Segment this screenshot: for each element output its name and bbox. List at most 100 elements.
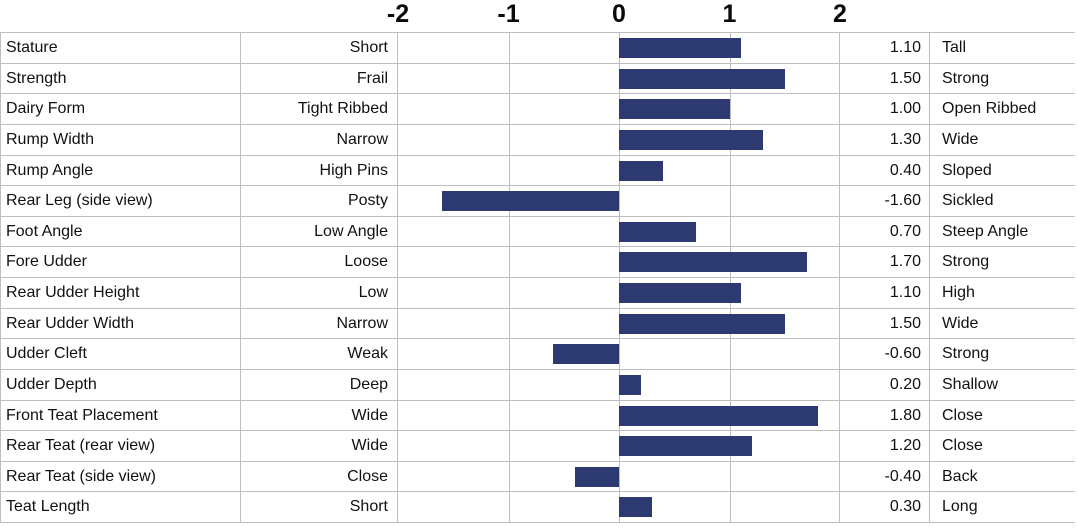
bar-cell: [398, 461, 840, 492]
bar-cell: [398, 278, 840, 308]
sta-bar: [574, 466, 619, 487]
axis-gridline: [729, 369, 731, 400]
trait-label: Dairy Form: [1, 94, 241, 124]
sta-bar: [442, 191, 619, 212]
sta-value: 1.20: [840, 431, 930, 461]
axis-gridline: [729, 186, 731, 216]
trait-label: Fore Udder: [1, 247, 241, 277]
axis-gridline: [729, 155, 731, 186]
axis-gridline: [508, 492, 510, 522]
axis-gridline: [619, 339, 620, 369]
axis-gridline: [508, 431, 510, 461]
sta-value: 1.50: [840, 63, 930, 94]
low-end-label: Tight Ribbed: [241, 94, 398, 124]
high-end-label: Shallow: [942, 375, 999, 393]
x-axis: -2 -1 0 1 2: [0, 0, 1078, 32]
high-end-label: Long: [942, 498, 978, 516]
table-row: Rump Angle High Pins 0.40 Sloped: [1, 155, 1075, 187]
axis-gridline: [619, 461, 620, 492]
high-end-label: Tall: [942, 39, 967, 56]
bar-cell: [398, 33, 840, 63]
trait-label: Rear Udder Width: [1, 308, 241, 339]
table-row: Udder Depth Deep 0.20 Shallow: [1, 369, 1075, 401]
sta-value: 1.10: [840, 33, 930, 63]
axis-gridline: [729, 461, 731, 492]
axis-gridline: [729, 94, 731, 124]
high-end-label: Strong: [942, 69, 990, 87]
axis-tick-label: -1: [497, 0, 520, 28]
sta-value: 0.20: [840, 369, 930, 400]
axis-tick-label: 0: [612, 0, 626, 28]
table-row: Rear Udder Width Narrow 1.50 Wide: [1, 308, 1075, 340]
table-row: Rump Width Narrow 1.30 Wide: [1, 124, 1075, 156]
high-end-label: Wide: [942, 130, 979, 148]
low-end-label: Low: [241, 278, 398, 308]
table-row: Fore Udder Loose 1.70 Strong: [1, 247, 1075, 278]
table-row: Rear Teat (side view) Close -0.40 Back: [1, 461, 1075, 493]
sta-bar: [619, 405, 818, 426]
trait-label: Rear Leg (side view): [1, 186, 241, 216]
bar-cell: [398, 155, 840, 186]
sta-value: -1.60: [840, 186, 930, 216]
axis-gridline: [508, 124, 510, 155]
high-end-label: Strong: [942, 345, 990, 363]
axis-tick-label: -2: [386, 0, 410, 28]
low-end-label: Weak: [241, 339, 398, 369]
trait-label: Rear Teat (side view): [1, 461, 241, 492]
sta-value: 1.50: [840, 308, 930, 339]
low-end-label: Wide: [241, 400, 398, 431]
trait-label: Rear Teat (rear view): [1, 431, 241, 461]
trait-label: Front Teat Placement: [1, 400, 241, 431]
sta-bar: [619, 252, 807, 273]
sta-bar: [619, 68, 785, 89]
axis-gridline: [508, 308, 510, 339]
high-end-label: Wide: [942, 314, 979, 332]
high-end-label: Back: [942, 467, 978, 485]
low-end-label: Narrow: [241, 308, 398, 339]
low-end-label: Posty: [241, 186, 398, 216]
high-end-label: High: [942, 284, 975, 301]
low-end-label: High Pins: [241, 155, 398, 186]
axis-gridline: [508, 278, 510, 308]
sta-bar: [619, 99, 730, 120]
axis-gridline: [508, 369, 510, 400]
sta-value: 0.30: [840, 492, 930, 522]
axis-gridline: [508, 155, 510, 186]
table-row: Rear Teat (rear view) Wide 1.20 Close: [1, 431, 1075, 462]
axis-tick-label: 2: [833, 0, 847, 28]
low-end-label: Wide: [241, 431, 398, 461]
low-end-label: Loose: [241, 247, 398, 277]
high-end-label: Sickled: [942, 192, 994, 210]
sta-bar: [619, 221, 697, 242]
trait-label: Rump Angle: [1, 155, 241, 186]
table-row: Udder Cleft Weak -0.60 Strong: [1, 339, 1075, 370]
axis-gridline: [508, 216, 510, 247]
sta-value: 0.40: [840, 155, 930, 186]
axis-gridline: [508, 400, 510, 431]
high-end-label: Sloped: [942, 161, 992, 179]
trait-label: Teat Length: [1, 492, 241, 522]
sta-value: 1.10: [840, 278, 930, 308]
sta-bar: [619, 436, 752, 457]
bar-cell: [398, 400, 840, 431]
axis-gridline: [729, 339, 731, 369]
axis-gridline: [729, 492, 731, 522]
bar-cell: [398, 63, 840, 94]
sta-value: 1.30: [840, 124, 930, 155]
low-end-label: Short: [241, 492, 398, 522]
axis-gridline: [729, 216, 731, 247]
low-end-label: Narrow: [241, 124, 398, 155]
low-end-label: Low Angle: [241, 216, 398, 247]
sta-bar: [619, 313, 785, 334]
bar-cell: [398, 124, 840, 155]
bar-cell: [398, 186, 840, 216]
sta-bar: [619, 38, 741, 58]
low-end-label: Deep: [241, 369, 398, 400]
table-row: Strength Frail 1.50 Strong: [1, 63, 1075, 95]
high-end-label: Strong: [942, 253, 990, 271]
table-row: Foot Angle Low Angle 0.70 Steep Angle: [1, 216, 1075, 248]
table-row: Front Teat Placement Wide 1.80 Close: [1, 400, 1075, 432]
table-row: Rear Udder Height Low 1.10 High: [1, 278, 1075, 309]
low-end-label: Frail: [241, 63, 398, 94]
trait-label: Foot Angle: [1, 216, 241, 247]
